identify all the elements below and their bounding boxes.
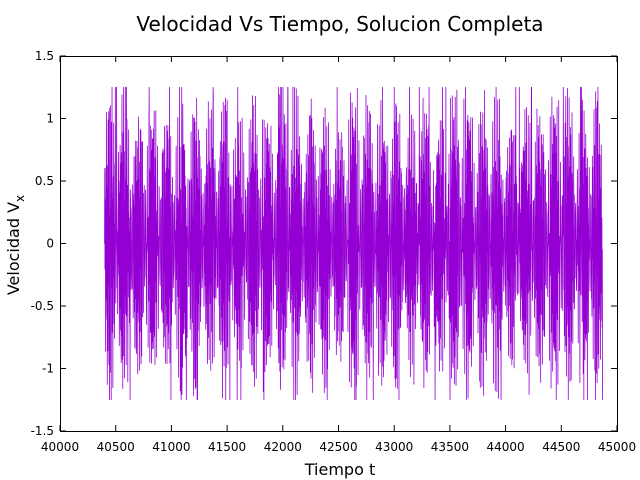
x-tick-label: 41000 [152,440,190,454]
x-tick-label: 44000 [487,440,525,454]
y-axis-label-subscript: x [13,195,27,202]
y-tick-label: 1 [46,112,54,126]
y-tick-label: 1.5 [35,49,54,63]
x-tick-label: 40500 [97,440,135,454]
y-axis-label-main: Velocidad V [4,202,23,295]
y-tick-label: -1 [42,362,54,376]
x-tick-label: 44500 [542,440,580,454]
x-tick-label: 43000 [375,440,413,454]
y-axis-label: Velocidad Vx [4,195,27,295]
x-tick-label: 43500 [431,440,469,454]
y-tick-label: 0.5 [35,174,54,188]
x-axis-label: Tiempo t [304,460,375,479]
x-tick-label: 41500 [208,440,246,454]
y-tick-label: -1.5 [31,424,54,438]
series-line [104,86,603,401]
y-tick-label: 0 [46,237,54,251]
x-tick-label: 42000 [264,440,302,454]
series-layer [104,86,603,401]
chart-title: Velocidad Vs Tiempo, Solucion Completa [136,12,543,36]
x-tick-label: 45000 [598,440,636,454]
x-axis: 40000 40500 41000 41500 42000 42500 43000 43500… [41,56,636,454]
plot-area [60,56,618,432]
x-tick-label: 40000 [41,440,79,454]
y-tick-label: -0.5 [31,299,54,313]
y-axis: -1.5 -1 -0.5 0 0.5 1 1.5 [31,49,617,438]
x-tick-label: 42500 [319,440,357,454]
